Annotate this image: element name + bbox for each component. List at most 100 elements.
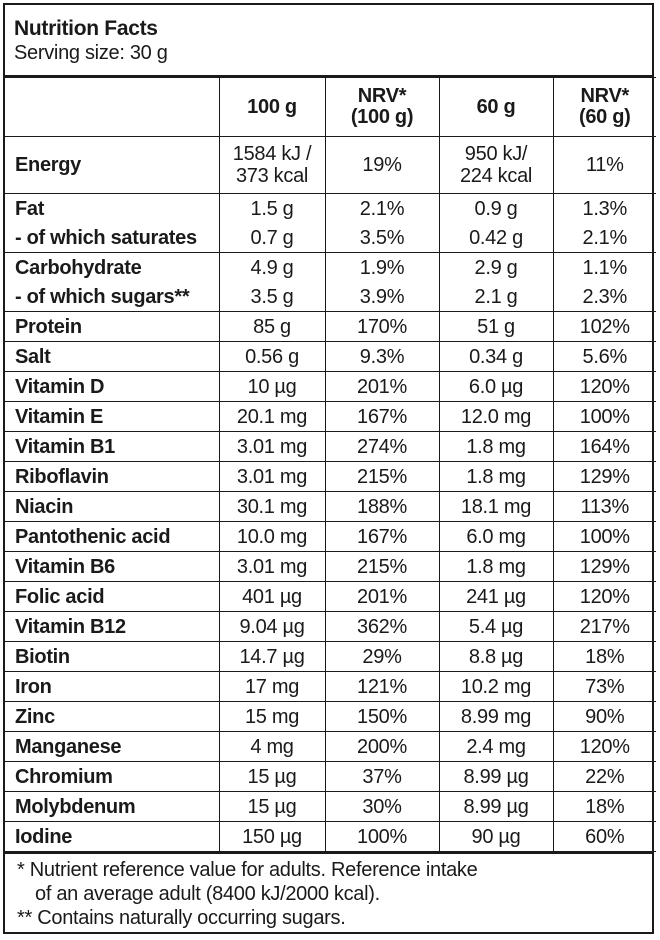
column-header-100g: 100 g (218, 77, 326, 137)
footnote-nrv: * Nutrient reference value for adults. R… (17, 859, 478, 881)
nrv-60g: 113% (552, 491, 656, 522)
nrv-100g: 37% (324, 761, 440, 792)
nrv-100g: 2.1% (324, 193, 440, 223)
value-100g: 4.9 g (218, 252, 326, 282)
value-100g: 4 mg (218, 731, 326, 762)
nrv-60g: 120% (552, 731, 656, 762)
value-60g: 8.99 mg (438, 701, 554, 732)
table-row: Salt 0.56 g 9.3% 0.34 g 5.6% (5, 341, 656, 372)
nrv-100g: 150% (324, 701, 440, 732)
table-row: Chromium 15 µg 37% 8.99 µg 22% (5, 761, 656, 792)
nrv-100g: 167% (324, 521, 440, 552)
value-100g: 15 µg (218, 761, 326, 792)
nrv-100g: 3.5% (324, 223, 440, 253)
nrv-60g: 217% (552, 611, 656, 642)
table-row: Vitamin B12 9.04 µg 362% 5.4 µg 217% (5, 611, 656, 642)
value-60g: 8.8 µg (438, 641, 554, 672)
nrv-60g: 120% (552, 581, 656, 612)
nrv-100g: 29% (324, 641, 440, 672)
value-60g: 12.0 mg (438, 401, 554, 432)
table-row: Zinc 15 mg 150% 8.99 mg 90% (5, 701, 656, 732)
nrv-60g: 2.1% (552, 223, 656, 253)
nutrient-name: Molybdenum (5, 791, 220, 822)
value-100g: 10 µg (218, 371, 326, 402)
nutrient-name: Riboflavin (5, 461, 220, 492)
table-row: Biotin 14.7 µg 29% 8.8 µg 18% (5, 641, 656, 672)
table-row: Riboflavin 3.01 mg 215% 1.8 mg 129% (5, 461, 656, 492)
serving-size: Serving size: 30 g (14, 42, 168, 64)
nrv-100g: 188% (324, 491, 440, 522)
nutrition-table: 100 g NRV* (100 g) 60 g NRV* (60 g) Ener… (5, 77, 656, 852)
value-100g: 1.5 g (218, 193, 326, 223)
table-header-row: 100 g NRV* (100 g) 60 g NRV* (60 g) (5, 77, 656, 137)
value-100g: 30.1 mg (218, 491, 326, 522)
value-100g: 20.1 mg (218, 401, 326, 432)
nrv-100g: 362% (324, 611, 440, 642)
nutrient-name: Energy (5, 136, 220, 194)
nrv-60g: 60% (552, 821, 656, 852)
table-row: Manganese 4 mg 200% 2.4 mg 120% (5, 731, 656, 762)
table-row: Pantothenic acid 10.0 mg 167% 6.0 mg 100% (5, 521, 656, 552)
table-row: Niacin 30.1 mg 188% 18.1 mg 113% (5, 491, 656, 522)
table-row: Iodine 150 µg 100% 90 µg 60% (5, 821, 656, 852)
value-100g: 3.01 mg (218, 431, 326, 462)
value-100g: 15 µg (218, 791, 326, 822)
column-header-nrv-100g: NRV* (100 g) (324, 77, 440, 137)
table-row: Vitamin D 10 µg 201% 6.0 µg 120% (5, 371, 656, 402)
nutrient-name: Folic acid (5, 581, 220, 612)
nrv-60g: 129% (552, 551, 656, 582)
nrv-60g: 5.6% (552, 341, 656, 372)
nrv-60g: 22% (552, 761, 656, 792)
nrv-60g: 18% (552, 791, 656, 822)
nutrient-name: Vitamin E (5, 401, 220, 432)
table-row: Carbohydrate 4.9 g 1.9% 2.9 g 1.1% (5, 252, 656, 282)
nutrient-name: Vitamin D (5, 371, 220, 402)
value-100g: 15 mg (218, 701, 326, 732)
nrv-100g: 30% (324, 791, 440, 822)
table-row: Molybdenum 15 µg 30% 8.99 µg 18% (5, 791, 656, 822)
value-60g: 950 kJ/ 224 kcal (438, 136, 554, 194)
value-60g: 0.9 g (438, 193, 554, 223)
nutrient-name: - of which sugars** (5, 282, 220, 312)
table-row: - of which sugars** 3.5 g 3.9% 2.1 g 2.3% (5, 282, 656, 312)
nrv-100g: 274% (324, 431, 440, 462)
value-60g: 8.99 µg (438, 761, 554, 792)
nutrient-name: Vitamin B12 (5, 611, 220, 642)
nutrient-name: Salt (5, 341, 220, 372)
footnote-nrv-continued: of an average adult (8400 kJ/2000 kcal). (35, 883, 380, 905)
nrv-100g: 100% (324, 821, 440, 852)
table-row: Vitamin B6 3.01 mg 215% 1.8 mg 129% (5, 551, 656, 582)
nrv-100g: 3.9% (324, 282, 440, 312)
nrv-60g: 129% (552, 461, 656, 492)
value-100g: 0.7 g (218, 223, 326, 253)
nutrient-name: - of which saturates (5, 223, 220, 253)
footnotes: * Nutrient reference value for adults. R… (5, 852, 652, 930)
value-60g: 18.1 mg (438, 491, 554, 522)
nutrient-name: Iodine (5, 821, 220, 852)
table-body: Energy 1584 kJ / 373 kcal 19% 950 kJ/ 224 k… (5, 136, 656, 852)
column-header-nutrient (5, 77, 220, 137)
value-100g: 14.7 µg (218, 641, 326, 672)
nutrient-name: Vitamin B6 (5, 551, 220, 582)
nrv-60g: 90% (552, 701, 656, 732)
value-100g: 3.01 mg (218, 461, 326, 492)
value-60g: 51 g (438, 311, 554, 342)
value-60g: 0.42 g (438, 223, 554, 253)
nutrient-name: Biotin (5, 641, 220, 672)
nutrient-name: Iron (5, 671, 220, 702)
value-60g: 10.2 mg (438, 671, 554, 702)
value-100g: 10.0 mg (218, 521, 326, 552)
nutrient-name: Carbohydrate (5, 252, 220, 282)
nrv-60g: 100% (552, 401, 656, 432)
nrv-100g: 200% (324, 731, 440, 762)
value-60g: 90 µg (438, 821, 554, 852)
nutrient-name: Fat (5, 193, 220, 223)
nrv-100g: 9.3% (324, 341, 440, 372)
nrv-60g: 2.3% (552, 282, 656, 312)
value-60g: 2.4 mg (438, 731, 554, 762)
label-header: Nutrition Facts Serving size: 30 g (5, 5, 652, 77)
nrv-100g: 19% (324, 136, 440, 194)
nutrition-label: Nutrition Facts Serving size: 30 g 100 g… (3, 3, 656, 934)
value-60g: 241 µg (438, 581, 554, 612)
value-60g: 6.0 µg (438, 371, 554, 402)
